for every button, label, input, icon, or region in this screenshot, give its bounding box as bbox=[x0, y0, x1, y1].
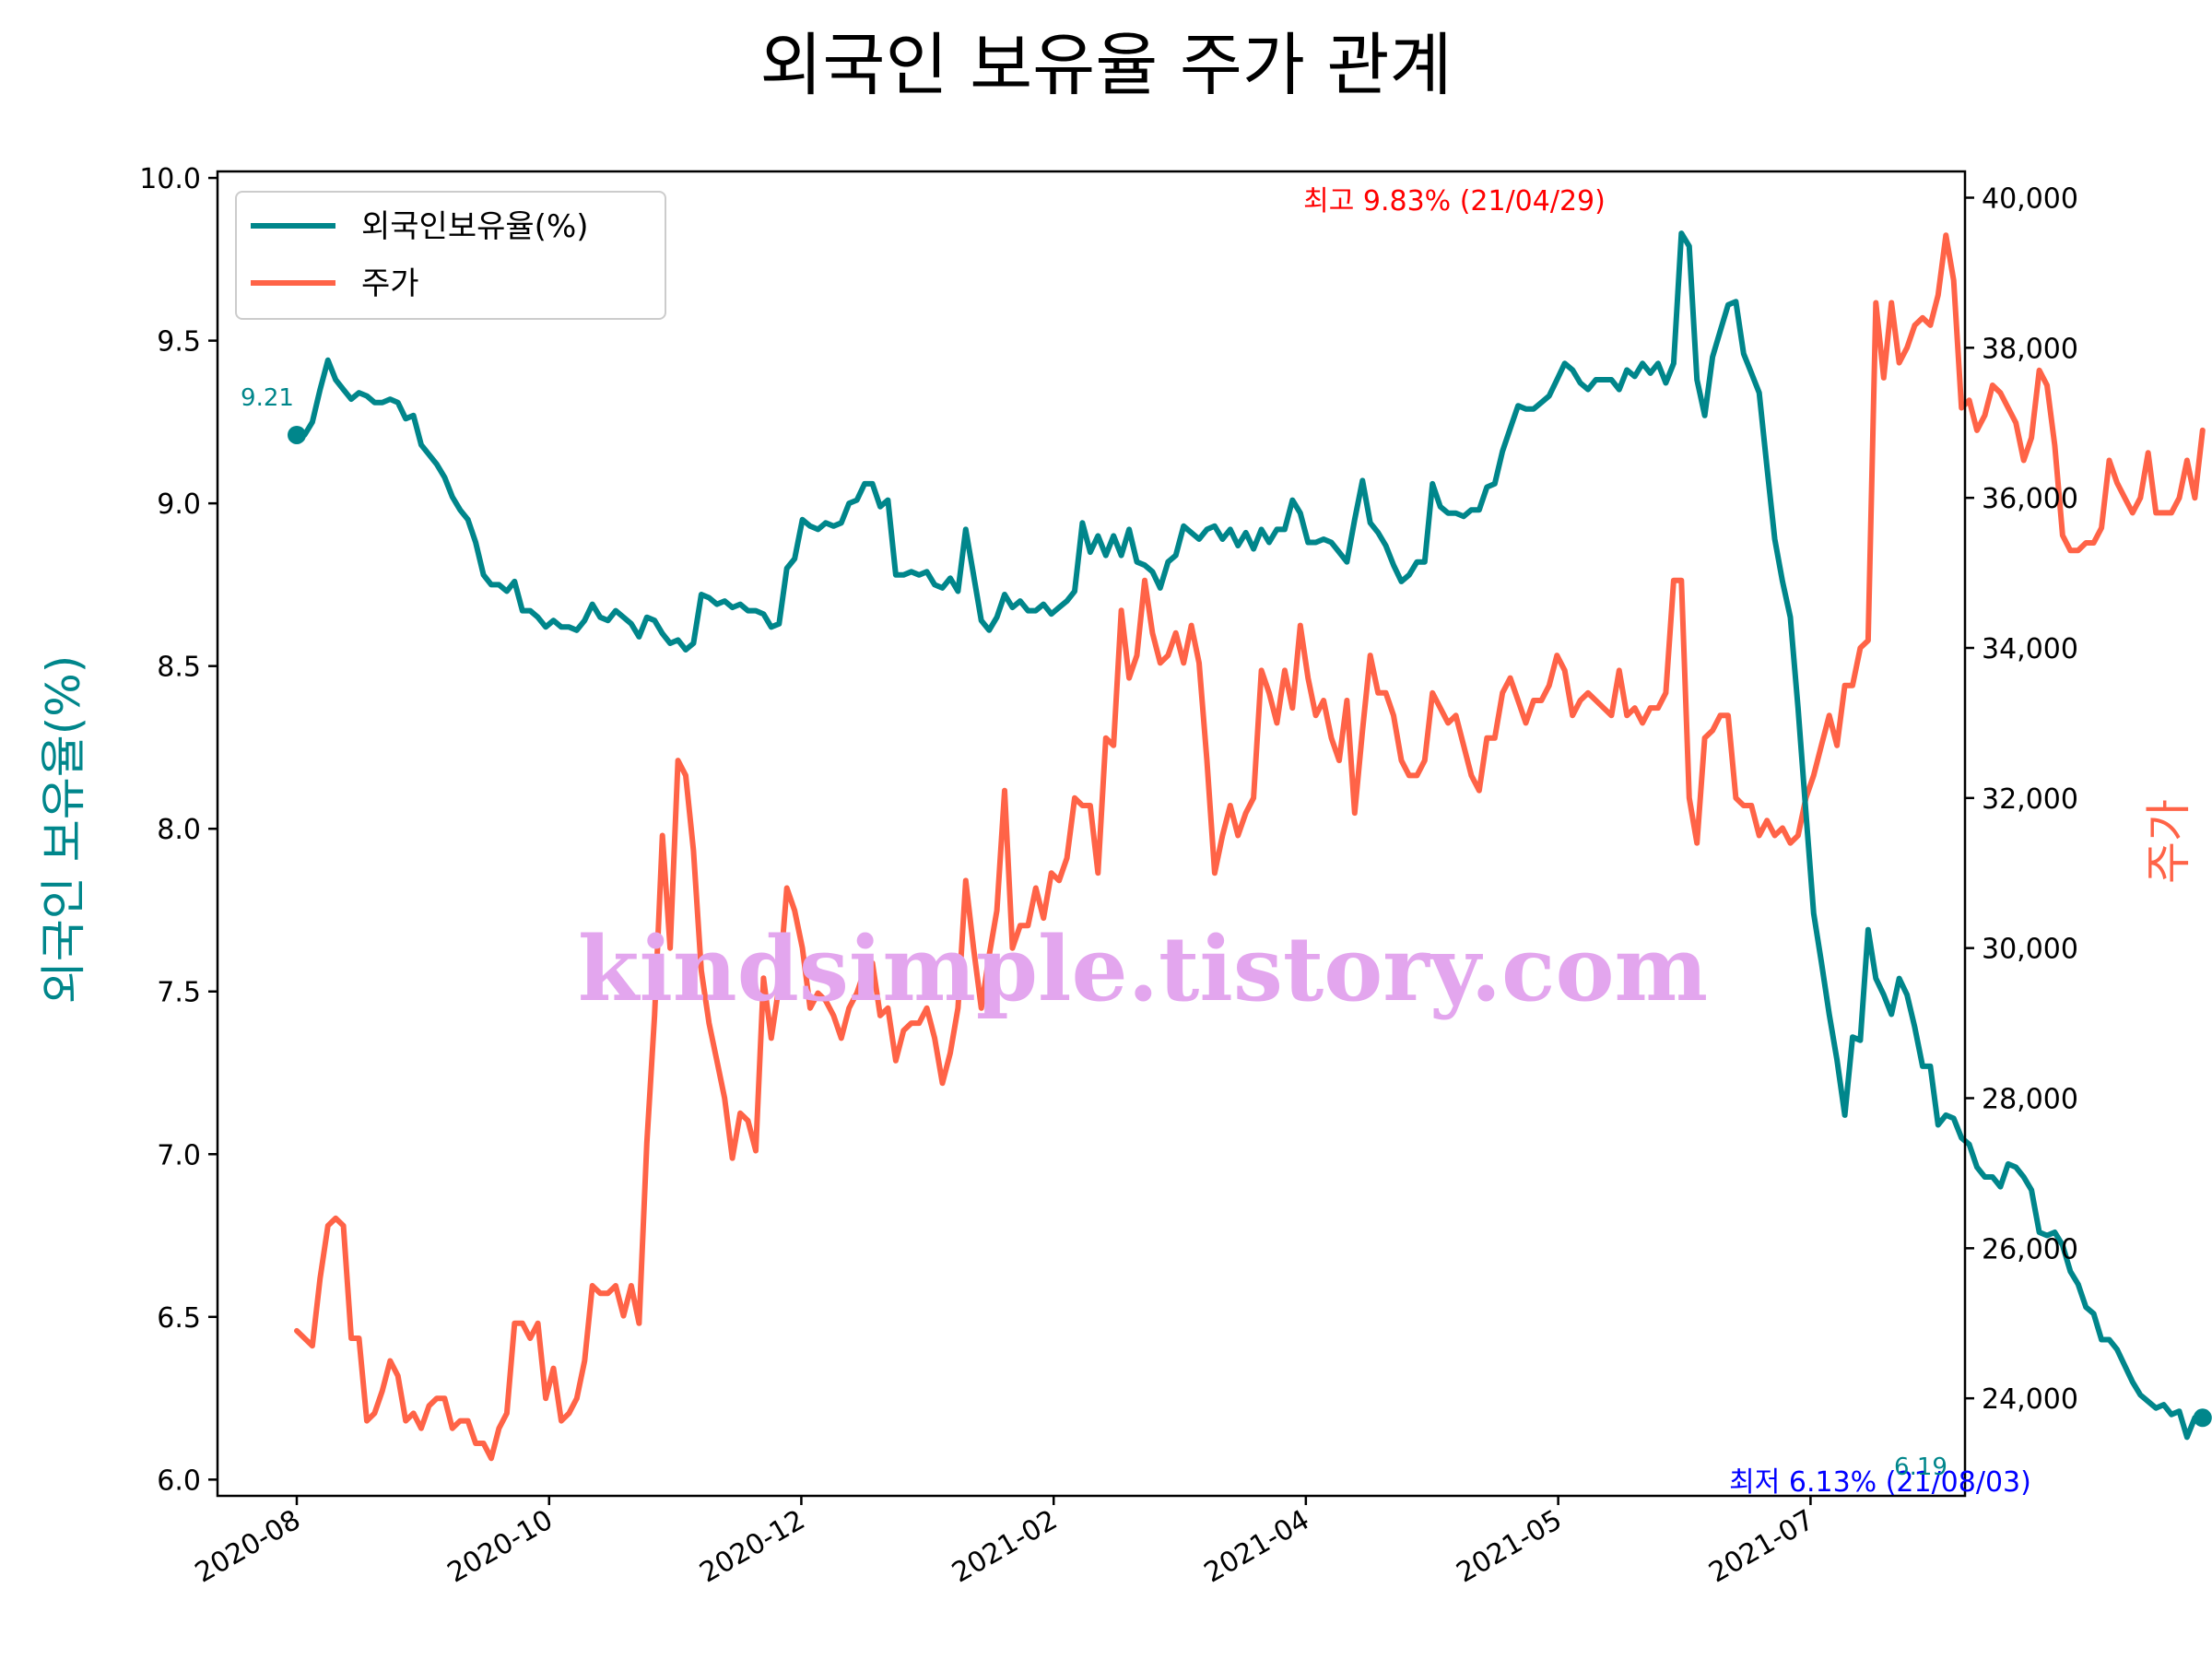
y-right-tick-label: 26,000 bbox=[1982, 1233, 2078, 1265]
max-annotation: 최고 9.83% (21/04/29) bbox=[1303, 185, 1606, 218]
chart-title: 외국인 보유율 주가 관계 bbox=[759, 26, 1452, 105]
y-left-tick-label: 6.0 bbox=[157, 1465, 201, 1497]
plot-frame bbox=[216, 170, 1967, 1498]
y-left-tick-label: 9.5 bbox=[157, 326, 201, 359]
end-value-label: 6.19 bbox=[1894, 1453, 1947, 1481]
y-right-tick-label: 40,000 bbox=[1982, 182, 2078, 215]
y-left-tick-label: 7.0 bbox=[157, 1139, 201, 1171]
y-axis-left-label: 외국인 보유율(%) bbox=[37, 655, 90, 1004]
series-line-holding bbox=[294, 230, 2206, 1441]
y-left-tick-label: 6.5 bbox=[157, 1302, 201, 1335]
y-left-tick-label: 8.5 bbox=[157, 652, 201, 684]
legend-box bbox=[235, 191, 666, 320]
y-left-tick-label: 9.0 bbox=[157, 488, 201, 521]
y-right-tick-label: 34,000 bbox=[1982, 633, 2078, 665]
y-right-tick-label: 30,000 bbox=[1982, 934, 2078, 966]
y-axis-right-label: 주가 bbox=[2142, 799, 2195, 884]
y-left-tick-label: 10.0 bbox=[139, 163, 201, 195]
watermark: kindsimple.tistory.com bbox=[578, 917, 1708, 1021]
legend: 외국인보유율(%) 주가 bbox=[235, 191, 666, 320]
y-right-tick-label: 36,000 bbox=[1982, 483, 2078, 515]
legend-label-price: 주가 bbox=[361, 265, 419, 302]
y-right-tick-label: 38,000 bbox=[1982, 333, 2078, 365]
y-left-tick-label: 7.5 bbox=[157, 977, 201, 1009]
y-right-tick-label: 24,000 bbox=[1982, 1383, 2078, 1416]
min-annotation: 최저 6.13% (21/08/03) bbox=[1729, 1466, 2031, 1499]
y-right-tick-label: 32,000 bbox=[1982, 783, 2078, 816]
end-point-marker bbox=[2193, 1408, 2212, 1428]
y-left-tick-label: 8.0 bbox=[157, 814, 201, 846]
y-right-tick-label: 28,000 bbox=[1982, 1083, 2078, 1115]
start-point-marker bbox=[288, 425, 306, 444]
series-layer bbox=[288, 230, 2212, 1462]
start-value-label: 9.21 bbox=[241, 384, 294, 412]
legend-label-holding: 외국인보유율(%) bbox=[361, 208, 589, 245]
series-line-price bbox=[294, 232, 2206, 1462]
